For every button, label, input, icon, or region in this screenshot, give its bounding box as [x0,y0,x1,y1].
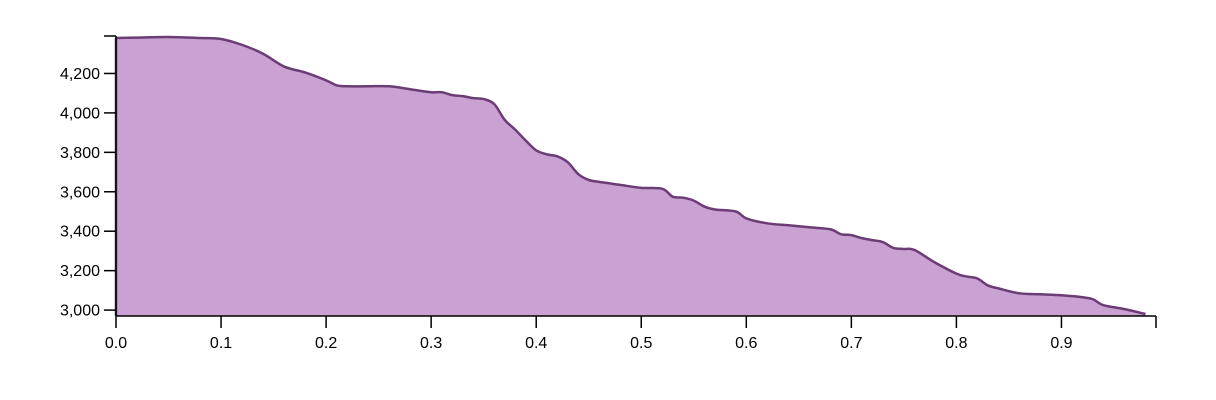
x-tick-label-9: 0.9 [1050,335,1072,352]
x-tick-label-3: 0.3 [420,335,442,352]
y-tick-label-6: 4,200 [60,66,100,83]
x-tick-label-5: 0.5 [630,335,652,352]
x-tick-label-4: 0.4 [525,335,547,352]
area-fill-0 [116,36,1146,317]
x-tick-label-6: 0.6 [735,335,757,352]
x-tick-label-7: 0.7 [840,335,862,352]
plot-area [114,35,1146,317]
y-tick-label-0: 3,000 [60,303,100,320]
y-tick-label-3: 3,600 [60,184,100,201]
y-axis: 3,000 3,200 3,400 3,600 3,800 4,000 4,200 [60,35,117,320]
x-tick-label-0: 0.0 [105,335,127,352]
y-tick-label-4: 3,800 [60,145,100,162]
x-tick-label-1: 0.1 [210,335,232,352]
series-line-0 [115,35,1146,316]
y-tick-label-2: 3,400 [60,224,100,241]
x-tick-label-2: 0.2 [315,335,337,352]
x-tick-label-8: 0.8 [945,335,967,352]
y-tick-label-1: 3,200 [60,263,100,280]
x-axis: 0.0 0.1 0.2 0.3 0.4 0.5 0.6 0.7 0.8 0.9 [105,315,1157,352]
y-tick-label-5: 4,000 [60,105,100,122]
